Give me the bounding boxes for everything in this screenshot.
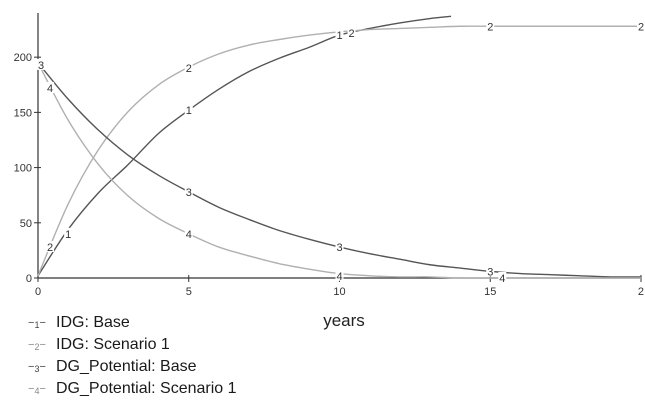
series-marker-bg bbox=[486, 265, 495, 277]
series-marker-bg bbox=[335, 29, 344, 41]
y-tick-label: 100 bbox=[14, 163, 32, 175]
series-marker-bg bbox=[184, 227, 193, 239]
series-marker-bg bbox=[37, 58, 46, 70]
series-marker-3: 3 bbox=[186, 187, 192, 199]
x-tick-label: 2 bbox=[638, 286, 644, 298]
y-tick-label: 150 bbox=[14, 107, 32, 119]
series-marker-2: 2 bbox=[638, 21, 644, 33]
series-marker-bg bbox=[498, 272, 507, 283]
series-marker-3: 3 bbox=[487, 266, 493, 278]
series-marker-2: 2 bbox=[487, 21, 493, 33]
series-line-2 bbox=[37, 25, 641, 277]
series-marker-3: 3 bbox=[336, 242, 342, 254]
legend-swatch: −3− bbox=[28, 361, 46, 374]
legend-label: DG_Potential: Scenario 1 bbox=[56, 380, 237, 397]
series-marker-4: 4 bbox=[336, 271, 342, 283]
x-tick-label: 5 bbox=[186, 286, 192, 298]
series-marker-bg bbox=[184, 62, 193, 74]
series-lines bbox=[37, 15, 642, 279]
series-marker-bg bbox=[64, 227, 73, 239]
x-axis-ticks: 0 5 10 15 2 bbox=[35, 275, 644, 298]
legend-label: DG_Potential: Base bbox=[56, 358, 197, 375]
legend-label: IDG: Base bbox=[56, 314, 130, 331]
series-marker-1: 1 bbox=[336, 30, 342, 42]
series-marker-bg bbox=[184, 104, 193, 116]
series-line-1 bbox=[37, 15, 452, 277]
series-marker-bg bbox=[486, 20, 495, 32]
y-tick-label: 50 bbox=[20, 218, 32, 230]
chart-legend: −1− IDG: Base −2− IDG: Scenario 1 −3− DG_Pote… bbox=[28, 312, 237, 400]
legend-item: −3− DG_Potential: Base bbox=[28, 356, 237, 378]
series-marker-4: 4 bbox=[47, 83, 53, 95]
y-tick-label: 200 bbox=[14, 52, 32, 64]
legend-item: −2− IDG: Scenario 1 bbox=[28, 334, 237, 356]
series-marker-2: 2 bbox=[348, 28, 354, 40]
series-marker-bg bbox=[347, 26, 356, 38]
y-tick-label: 0 bbox=[26, 273, 32, 285]
x-tick-label: 0 bbox=[35, 286, 41, 298]
series-marker-3: 3 bbox=[38, 60, 44, 72]
legend-swatch: −4− bbox=[28, 383, 46, 396]
series-marker-1: 1 bbox=[186, 105, 192, 117]
series-marker-2: 2 bbox=[47, 242, 53, 254]
series-marker-bg bbox=[637, 20, 645, 32]
series-marker-4: 4 bbox=[186, 229, 192, 241]
series-marker-bg bbox=[46, 241, 55, 253]
x-tick-label: 15 bbox=[484, 286, 496, 298]
x-axis-label: years bbox=[323, 311, 365, 330]
series-marker-bg bbox=[184, 185, 193, 197]
legend-swatch: −1− bbox=[28, 317, 46, 330]
legend-item: −1− IDG: Base bbox=[28, 312, 237, 334]
legend-item: −4− DG_Potential: Scenario 1 bbox=[28, 378, 237, 400]
series-marker-bg bbox=[335, 269, 344, 281]
y-axis-ticks: 0 50 100 150 200 bbox=[14, 52, 41, 285]
legend-label: IDG: Scenario 1 bbox=[56, 336, 170, 353]
series-marker-4: 4 bbox=[499, 273, 505, 285]
chart-axes bbox=[37, 13, 641, 279]
x-tick-label: 10 bbox=[333, 286, 345, 298]
legend-swatch: −2− bbox=[28, 339, 46, 352]
series-marker-2: 2 bbox=[186, 63, 192, 75]
series-marker-1: 1 bbox=[65, 229, 71, 241]
series-marker-bg bbox=[46, 82, 55, 94]
series-marker-bg bbox=[335, 241, 344, 253]
